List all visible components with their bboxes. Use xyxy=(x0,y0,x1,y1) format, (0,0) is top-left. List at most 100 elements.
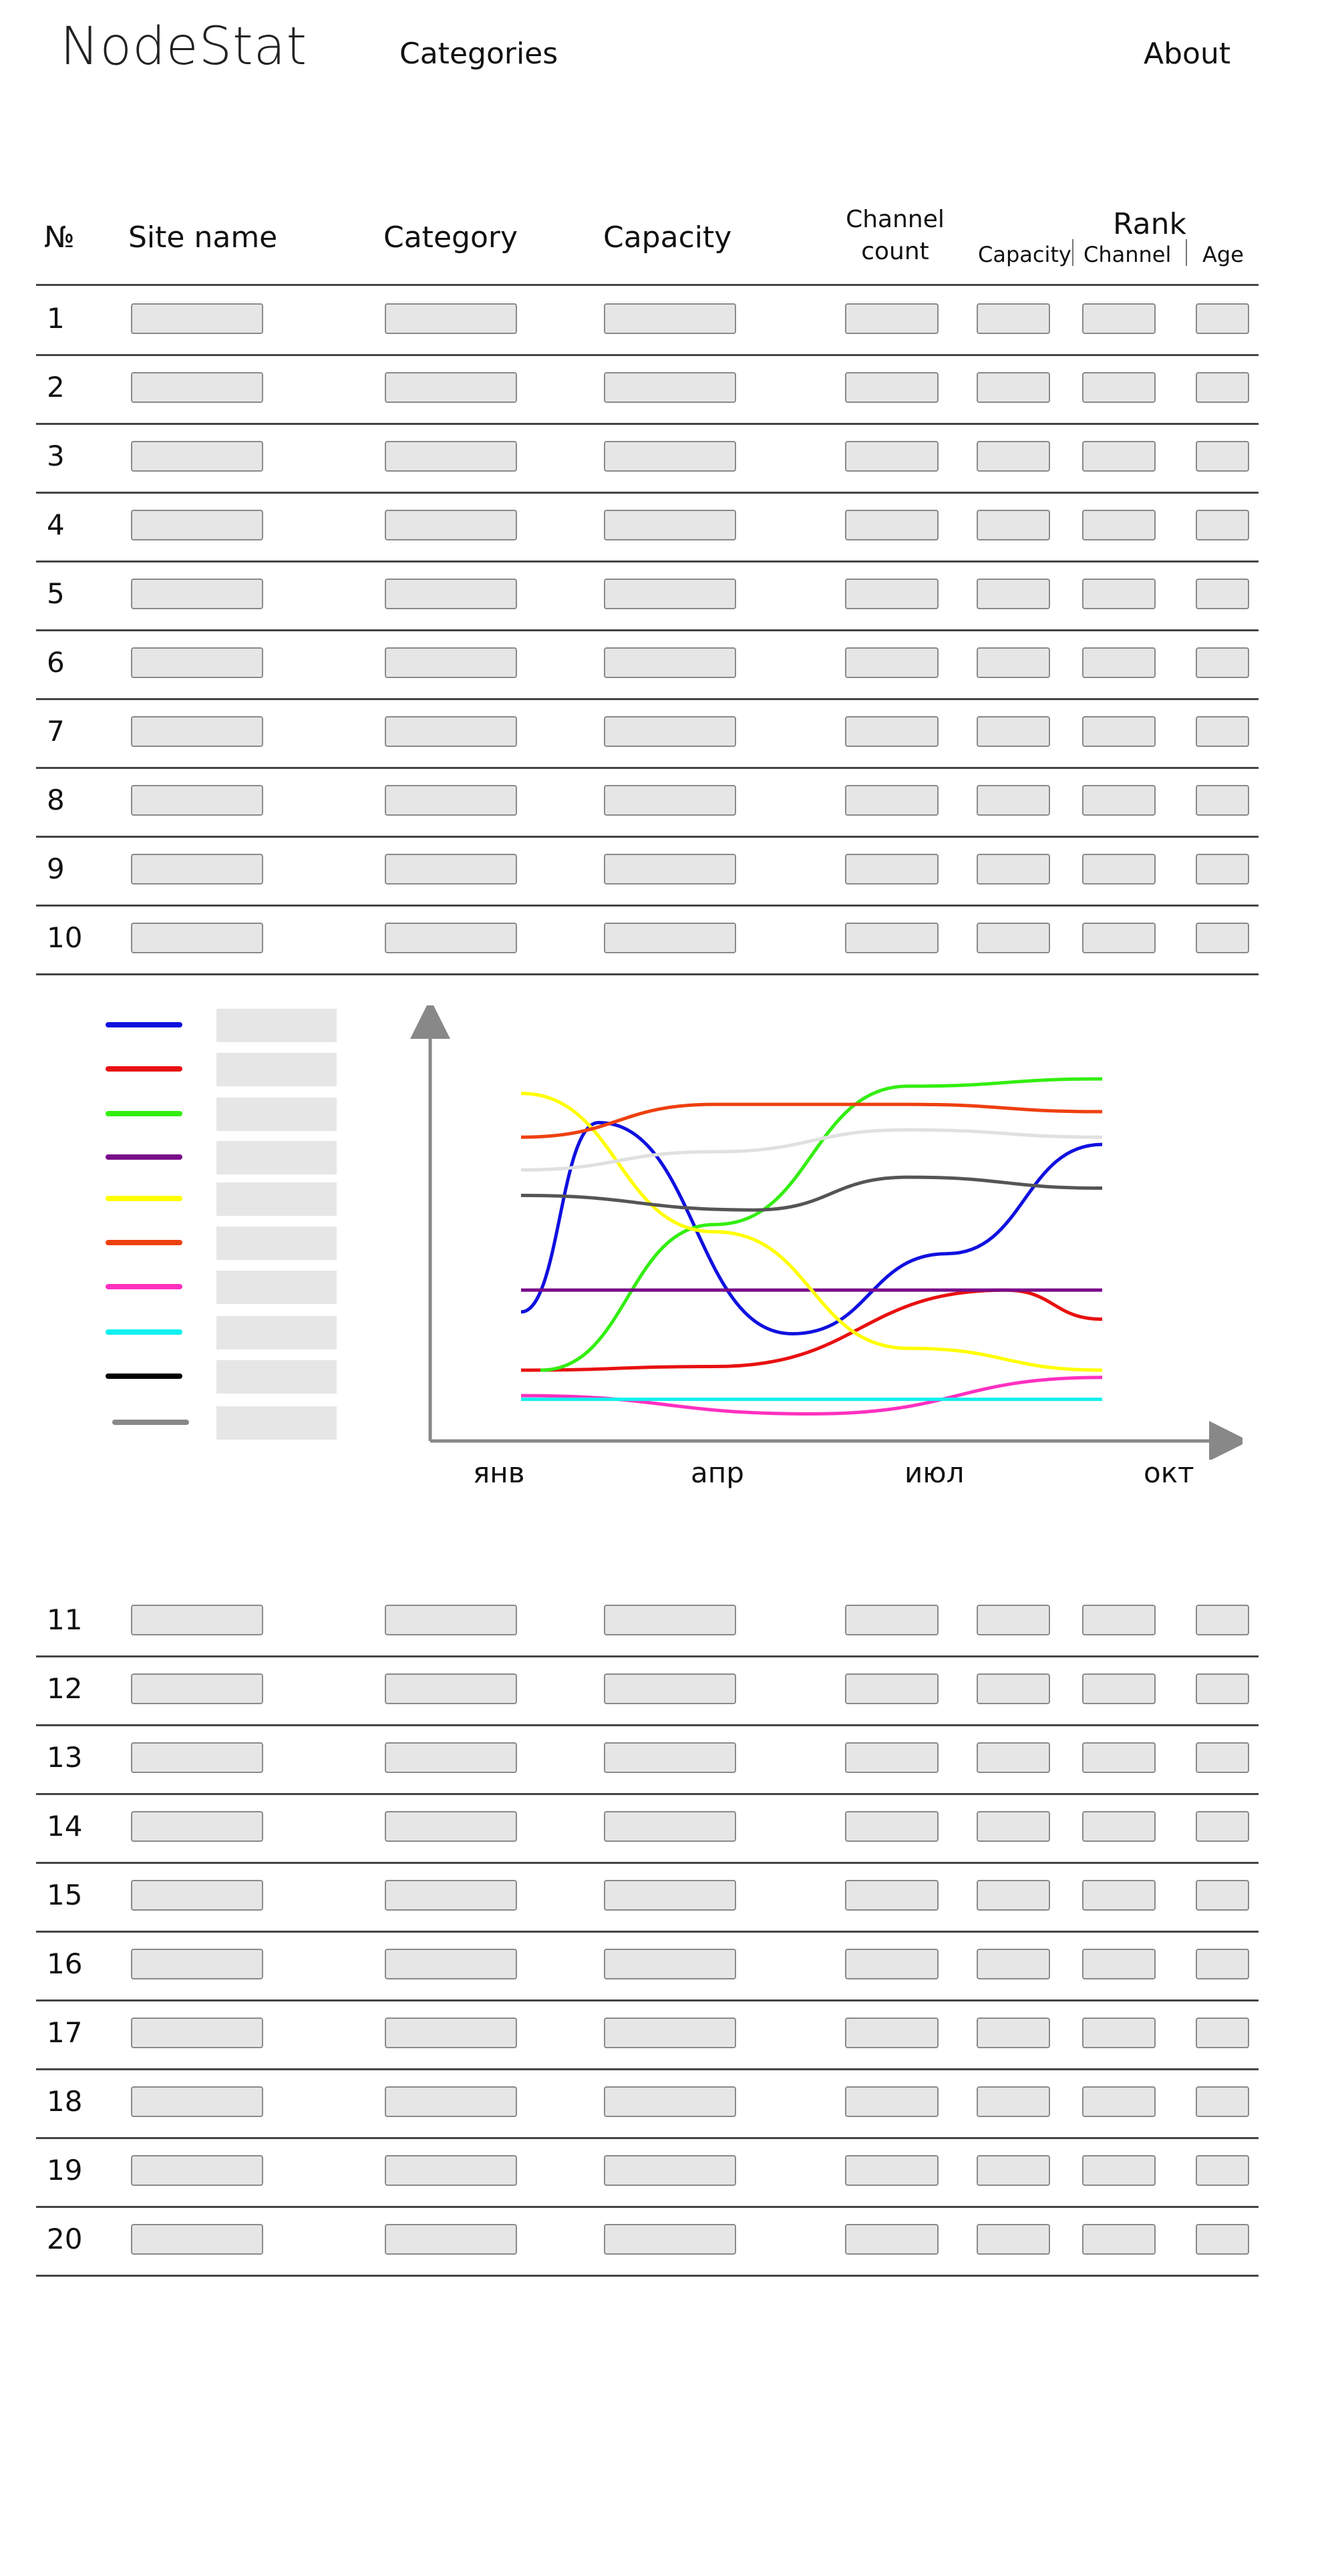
legend-label[interactable] xyxy=(216,1141,337,1174)
channel-count-field[interactable] xyxy=(845,716,939,747)
category-field[interactable] xyxy=(385,716,517,747)
rank-channel-field[interactable] xyxy=(1082,303,1156,334)
capacity-field[interactable] xyxy=(604,2155,736,2186)
channel-count-field[interactable] xyxy=(845,2018,939,2048)
channel-count-field[interactable] xyxy=(845,785,939,816)
channel-count-field[interactable] xyxy=(845,372,939,403)
category-field[interactable] xyxy=(385,1880,517,1911)
rank-capacity-field[interactable] xyxy=(977,1811,1050,1842)
capacity-field[interactable] xyxy=(604,1742,736,1773)
channel-count-field[interactable] xyxy=(845,854,939,884)
rank-age-field[interactable] xyxy=(1196,854,1249,884)
capacity-field[interactable] xyxy=(604,441,736,472)
legend-label[interactable] xyxy=(216,1360,337,1394)
rank-capacity-field[interactable] xyxy=(977,579,1050,609)
site-name-field[interactable] xyxy=(131,647,263,678)
legend-label[interactable] xyxy=(216,1227,337,1260)
category-field[interactable] xyxy=(385,2155,517,2186)
site-name-field[interactable] xyxy=(131,372,263,403)
channel-count-field[interactable] xyxy=(845,1880,939,1911)
site-name-field[interactable] xyxy=(131,1880,263,1911)
rank-channel-field[interactable] xyxy=(1082,2155,1156,2186)
rank-channel-field[interactable] xyxy=(1082,854,1156,884)
capacity-field[interactable] xyxy=(604,2086,736,2117)
rank-channel-field[interactable] xyxy=(1082,2086,1156,2117)
category-field[interactable] xyxy=(385,510,517,540)
channel-count-field[interactable] xyxy=(845,923,939,953)
rank-age-field[interactable] xyxy=(1196,1949,1249,1979)
channel-count-field[interactable] xyxy=(845,647,939,678)
nav-categories[interactable]: Categories xyxy=(399,37,558,71)
legend-label[interactable] xyxy=(216,1182,337,1216)
category-field[interactable] xyxy=(385,1811,517,1842)
rank-capacity-field[interactable] xyxy=(977,2018,1050,2048)
site-name-field[interactable] xyxy=(131,441,263,472)
channel-count-field[interactable] xyxy=(845,441,939,472)
capacity-field[interactable] xyxy=(604,647,736,678)
rank-age-field[interactable] xyxy=(1196,2018,1249,2048)
capacity-field[interactable] xyxy=(604,1605,736,1635)
channel-count-field[interactable] xyxy=(845,1742,939,1773)
category-field[interactable] xyxy=(385,1605,517,1635)
rank-age-field[interactable] xyxy=(1196,579,1249,609)
capacity-field[interactable] xyxy=(604,854,736,884)
rank-capacity-field[interactable] xyxy=(977,854,1050,884)
site-name-field[interactable] xyxy=(131,510,263,540)
rank-channel-field[interactable] xyxy=(1082,1742,1156,1773)
rank-age-field[interactable] xyxy=(1196,647,1249,678)
site-name-field[interactable] xyxy=(131,2018,263,2048)
site-name-field[interactable] xyxy=(131,1949,263,1979)
channel-count-field[interactable] xyxy=(845,2086,939,2117)
rank-channel-field[interactable] xyxy=(1082,372,1156,403)
legend-label[interactable] xyxy=(216,1053,337,1086)
rank-age-field[interactable] xyxy=(1196,716,1249,747)
site-name-field[interactable] xyxy=(131,1742,263,1773)
category-field[interactable] xyxy=(385,441,517,472)
capacity-field[interactable] xyxy=(604,923,736,953)
legend-label[interactable] xyxy=(216,1406,337,1440)
rank-channel-field[interactable] xyxy=(1082,716,1156,747)
category-field[interactable] xyxy=(385,1742,517,1773)
capacity-field[interactable] xyxy=(604,303,736,334)
rank-channel-field[interactable] xyxy=(1082,510,1156,540)
rank-capacity-field[interactable] xyxy=(977,647,1050,678)
site-name-field[interactable] xyxy=(131,1673,263,1704)
channel-count-field[interactable] xyxy=(845,1605,939,1635)
capacity-field[interactable] xyxy=(604,1673,736,1704)
site-name-field[interactable] xyxy=(131,854,263,884)
capacity-field[interactable] xyxy=(604,2018,736,2048)
capacity-field[interactable] xyxy=(604,1811,736,1842)
rank-capacity-field[interactable] xyxy=(977,1605,1050,1635)
channel-count-field[interactable] xyxy=(845,1949,939,1979)
rank-channel-field[interactable] xyxy=(1082,579,1156,609)
rank-channel-field[interactable] xyxy=(1082,1811,1156,1842)
rank-capacity-field[interactable] xyxy=(977,2224,1050,2255)
legend-label[interactable] xyxy=(216,1098,337,1131)
site-name-field[interactable] xyxy=(131,716,263,747)
rank-channel-field[interactable] xyxy=(1082,1949,1156,1979)
site-name-field[interactable] xyxy=(131,785,263,816)
site-name-field[interactable] xyxy=(131,2086,263,2117)
channel-count-field[interactable] xyxy=(845,510,939,540)
category-field[interactable] xyxy=(385,2018,517,2048)
category-field[interactable] xyxy=(385,785,517,816)
rank-age-field[interactable] xyxy=(1196,372,1249,403)
rank-age-field[interactable] xyxy=(1196,785,1249,816)
channel-count-field[interactable] xyxy=(845,579,939,609)
site-name-field[interactable] xyxy=(131,303,263,334)
category-field[interactable] xyxy=(385,923,517,953)
rank-channel-field[interactable] xyxy=(1082,2018,1156,2048)
rank-channel-field[interactable] xyxy=(1082,441,1156,472)
capacity-field[interactable] xyxy=(604,2224,736,2255)
rank-channel-field[interactable] xyxy=(1082,1605,1156,1635)
capacity-field[interactable] xyxy=(604,1880,736,1911)
channel-count-field[interactable] xyxy=(845,1673,939,1704)
legend-label[interactable] xyxy=(216,1316,337,1349)
rank-age-field[interactable] xyxy=(1196,2224,1249,2255)
rank-age-field[interactable] xyxy=(1196,923,1249,953)
rank-capacity-field[interactable] xyxy=(977,2155,1050,2186)
rank-capacity-field[interactable] xyxy=(977,716,1050,747)
channel-count-field[interactable] xyxy=(845,2155,939,2186)
capacity-field[interactable] xyxy=(604,716,736,747)
rank-capacity-field[interactable] xyxy=(977,1880,1050,1911)
